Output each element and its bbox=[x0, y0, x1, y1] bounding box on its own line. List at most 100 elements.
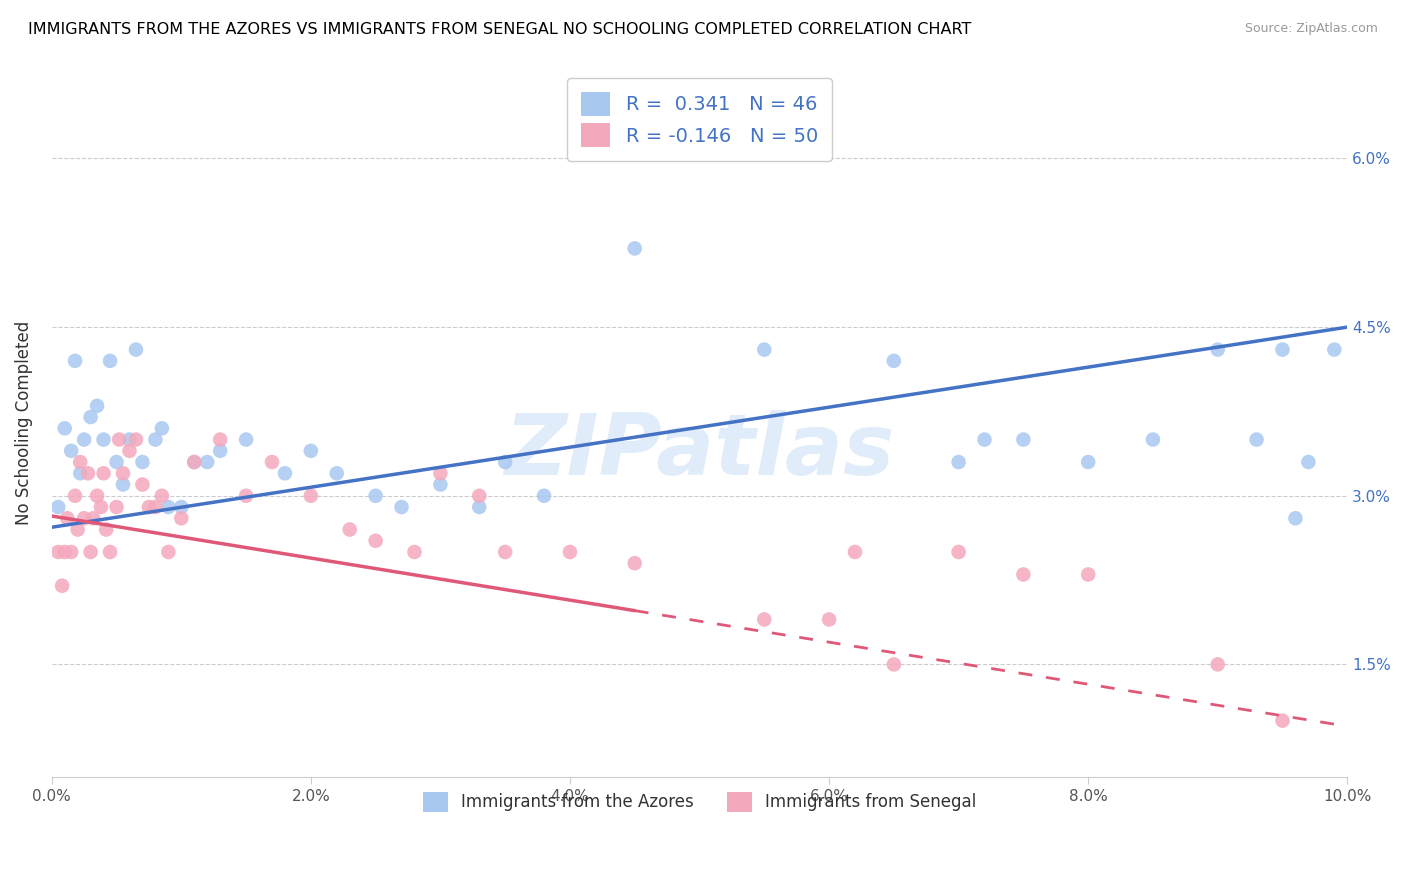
Point bbox=[533, 489, 555, 503]
Point bbox=[138, 500, 160, 514]
Point bbox=[299, 443, 322, 458]
Point bbox=[60, 443, 83, 458]
Legend: Immigrants from the Azores, Immigrants from Senegal: Immigrants from the Azores, Immigrants f… bbox=[409, 778, 990, 825]
Point bbox=[1271, 343, 1294, 357]
Point bbox=[339, 523, 361, 537]
Point bbox=[1012, 567, 1035, 582]
Point bbox=[260, 455, 283, 469]
Point bbox=[145, 500, 167, 514]
Point bbox=[98, 354, 121, 368]
Point bbox=[844, 545, 866, 559]
Point bbox=[1142, 433, 1164, 447]
Point bbox=[754, 612, 776, 626]
Point bbox=[150, 421, 173, 435]
Text: Source: ZipAtlas.com: Source: ZipAtlas.com bbox=[1244, 22, 1378, 36]
Point bbox=[1246, 433, 1268, 447]
Point bbox=[125, 433, 148, 447]
Point bbox=[86, 399, 108, 413]
Point bbox=[973, 433, 995, 447]
Point bbox=[818, 612, 841, 626]
Point bbox=[404, 545, 426, 559]
Point bbox=[90, 500, 112, 514]
Point bbox=[623, 556, 645, 570]
Point bbox=[170, 500, 193, 514]
Point bbox=[326, 467, 349, 481]
Point bbox=[69, 455, 91, 469]
Point bbox=[93, 433, 115, 447]
Point bbox=[63, 489, 86, 503]
Point bbox=[118, 433, 141, 447]
Point bbox=[79, 545, 101, 559]
Point bbox=[883, 354, 905, 368]
Point bbox=[69, 467, 91, 481]
Point bbox=[170, 511, 193, 525]
Point bbox=[77, 467, 100, 481]
Point bbox=[1206, 343, 1229, 357]
Point bbox=[125, 343, 148, 357]
Point bbox=[1271, 714, 1294, 728]
Point bbox=[558, 545, 581, 559]
Point bbox=[53, 421, 76, 435]
Point bbox=[183, 455, 205, 469]
Point bbox=[131, 477, 153, 491]
Point bbox=[1012, 433, 1035, 447]
Point bbox=[1077, 455, 1099, 469]
Point bbox=[1298, 455, 1320, 469]
Point bbox=[494, 455, 516, 469]
Point bbox=[754, 343, 776, 357]
Point bbox=[111, 477, 134, 491]
Point bbox=[73, 433, 96, 447]
Point bbox=[883, 657, 905, 672]
Point bbox=[105, 455, 128, 469]
Point bbox=[145, 433, 167, 447]
Point bbox=[274, 467, 297, 481]
Point bbox=[494, 545, 516, 559]
Point bbox=[46, 500, 69, 514]
Point bbox=[82, 511, 104, 525]
Text: IMMIGRANTS FROM THE AZORES VS IMMIGRANTS FROM SENEGAL NO SCHOOLING COMPLETED COR: IMMIGRANTS FROM THE AZORES VS IMMIGRANTS… bbox=[28, 22, 972, 37]
Point bbox=[96, 523, 118, 537]
Point bbox=[46, 545, 69, 559]
Point bbox=[209, 433, 232, 447]
Point bbox=[93, 467, 115, 481]
Point bbox=[364, 533, 387, 548]
Point bbox=[235, 433, 257, 447]
Point bbox=[1284, 511, 1306, 525]
Point bbox=[468, 500, 491, 514]
Point bbox=[111, 467, 134, 481]
Point bbox=[86, 489, 108, 503]
Point bbox=[948, 545, 970, 559]
Point bbox=[131, 455, 153, 469]
Point bbox=[56, 511, 79, 525]
Point bbox=[299, 489, 322, 503]
Point bbox=[60, 545, 83, 559]
Point bbox=[105, 500, 128, 514]
Point bbox=[183, 455, 205, 469]
Point bbox=[948, 455, 970, 469]
Point bbox=[66, 523, 89, 537]
Point bbox=[429, 477, 451, 491]
Point bbox=[429, 467, 451, 481]
Y-axis label: No Schooling Completed: No Schooling Completed bbox=[15, 320, 32, 524]
Point bbox=[209, 443, 232, 458]
Point bbox=[51, 579, 73, 593]
Point bbox=[108, 433, 131, 447]
Point bbox=[150, 489, 173, 503]
Point bbox=[157, 545, 180, 559]
Point bbox=[195, 455, 218, 469]
Point bbox=[623, 241, 645, 255]
Point bbox=[53, 545, 76, 559]
Point bbox=[1323, 343, 1346, 357]
Point bbox=[98, 545, 121, 559]
Point bbox=[63, 354, 86, 368]
Point bbox=[118, 443, 141, 458]
Point bbox=[79, 410, 101, 425]
Point bbox=[1077, 567, 1099, 582]
Point bbox=[73, 511, 96, 525]
Point bbox=[468, 489, 491, 503]
Point bbox=[391, 500, 413, 514]
Point bbox=[1206, 657, 1229, 672]
Point bbox=[235, 489, 257, 503]
Point bbox=[364, 489, 387, 503]
Point bbox=[157, 500, 180, 514]
